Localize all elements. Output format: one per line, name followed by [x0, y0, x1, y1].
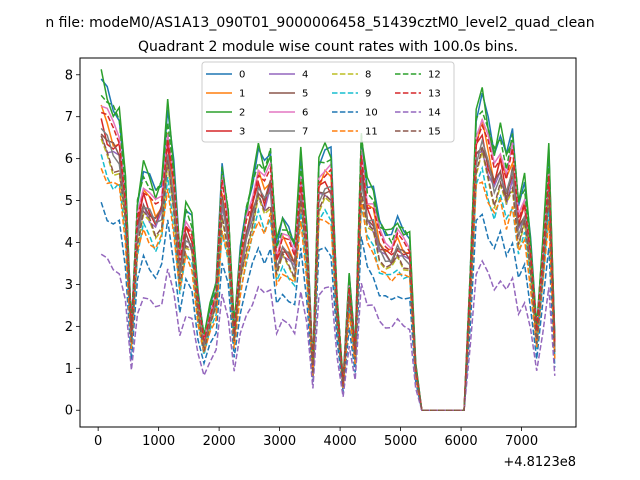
- series-line-12: [100, 94, 556, 411]
- legend-label-12: 12: [428, 70, 441, 81]
- legend-label-1: 1: [239, 89, 245, 100]
- x-tick-label: 5000: [384, 434, 417, 449]
- x-tick-label: 6000: [445, 434, 478, 449]
- x-axis: 0 1000 2000 3000 4000 5000 6000 7000: [94, 427, 538, 449]
- series-line-9: [100, 154, 556, 411]
- y-axis: 0 1 2 3 4 5 6 7 8: [65, 68, 80, 419]
- series-line-11: [100, 168, 556, 411]
- y-tick-label: 2: [65, 320, 73, 335]
- legend-label-4: 4: [302, 70, 308, 81]
- y-tick-label: 8: [65, 68, 73, 83]
- series-line-6: [100, 105, 556, 411]
- x-offset-label: +4.8123e8: [503, 455, 576, 470]
- legend-label-11: 11: [365, 127, 378, 138]
- series-line-13: [100, 111, 556, 411]
- chart-title: Quadrant 2 module wise count rates with …: [138, 39, 518, 55]
- legend-label-15: 15: [428, 127, 441, 138]
- figure-suptitle: n file: modeM0/AS1A13_090T01_9000006458_…: [45, 15, 594, 31]
- series-line-15: [100, 135, 556, 411]
- y-tick-label: 1: [65, 362, 73, 377]
- legend-label-5: 5: [302, 89, 308, 100]
- legend-label-8: 8: [365, 70, 371, 81]
- x-tick-label: 3000: [263, 434, 296, 449]
- legend-label-14: 14: [428, 108, 441, 119]
- y-tick-label: 0: [65, 404, 73, 419]
- y-tick-label: 3: [65, 278, 73, 293]
- y-tick-label: 6: [65, 152, 73, 167]
- legend-box: [201, 61, 455, 143]
- legend-label-2: 2: [239, 108, 245, 119]
- x-tick-label: 7000: [505, 434, 538, 449]
- y-tick-label: 5: [65, 194, 73, 209]
- series-line-14: [100, 253, 556, 411]
- legend-label-7: 7: [302, 127, 308, 138]
- legend-label-13: 13: [428, 89, 441, 100]
- legend-label-0: 0: [239, 70, 245, 81]
- legend-label-9: 9: [365, 89, 371, 100]
- x-tick-label: 4000: [324, 434, 357, 449]
- legend-label-6: 6: [302, 108, 308, 119]
- x-tick-label: 0: [94, 434, 102, 449]
- series-line-7: [100, 127, 556, 411]
- x-tick-label: 1000: [142, 434, 175, 449]
- series-layer: [100, 69, 556, 411]
- legend-label-10: 10: [365, 108, 378, 119]
- y-tick-label: 4: [65, 236, 73, 251]
- legend-label-3: 3: [239, 127, 245, 138]
- x-tick-label: 2000: [203, 434, 236, 449]
- y-tick-label: 7: [65, 110, 73, 125]
